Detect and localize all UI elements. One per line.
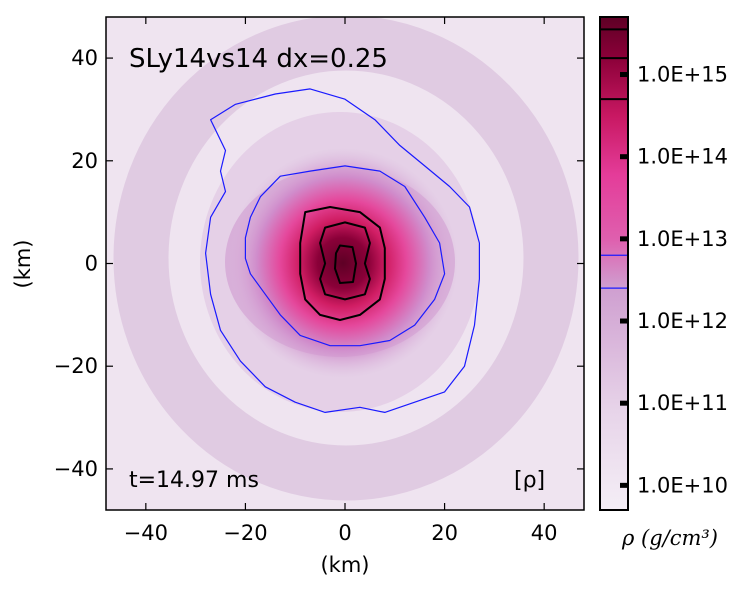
y-axis: −40 −20 0 20 40 [54,46,584,481]
colorbar-frame [599,16,629,511]
heatmap-panel [106,17,584,510]
y-tick-label: 20 [71,149,98,173]
x-tick-label: 0 [338,521,351,545]
x-axis-title: (km) [320,553,369,577]
spiral-arm-outer [113,17,579,501]
colorbar-tick-label: 1.0E+10 [637,473,728,497]
contour-middle-black [319,221,371,301]
contour-inner-black [334,244,357,284]
x-tick-label: −40 [124,521,168,545]
colorbar-tick-label: 1.0E+13 [637,227,728,251]
colorbar-tick-mark [620,482,628,488]
colorbar-title: ρ (g/cm³) [621,526,718,550]
colorbar-tick-mark [620,72,628,78]
colorbar-contour-lines [600,28,628,289]
y-tick-label: −20 [54,354,98,378]
contour-outer-blue [205,88,480,413]
colorbar: 1.0E+10 1.0E+11 1.0E+12 1.0E+13 1.0E+14 1.0E+… [599,16,728,550]
contour-layer [205,88,480,413]
colorbar-tick-mark [620,154,628,160]
time-label: t=14.97 ms [129,468,259,493]
colorbar-tick-label: 1.0E+12 [637,309,728,333]
y-axis-title: (km) [11,239,35,288]
colorbar-ticks: 1.0E+10 1.0E+11 1.0E+12 1.0E+13 1.0E+14 1.0E+… [620,63,728,497]
colorbar-tick-mark [620,318,628,324]
y-tick-label: 40 [71,46,98,70]
contour-inner-blue [244,165,446,347]
contour-outer-black [299,206,386,321]
colorbar-tick-label: 1.0E+15 [637,63,728,87]
density-core [228,148,458,378]
x-tick-label: 20 [431,521,458,545]
colorbar-tick-label: 1.0E+11 [637,391,728,415]
x-axis: −40 −20 0 20 40 [124,17,558,545]
x-tick-label: 40 [531,521,558,545]
colorbar-tick-mark [620,236,628,242]
y-tick-label: −40 [54,457,98,481]
field-label: [ρ] [514,468,545,493]
colorbar-tick-label: 1.0E+14 [637,145,728,169]
colorbar-gradient [600,17,628,510]
chart-title: SLy14vs14 dx=0.25 [129,44,388,74]
x-tick-label: −20 [223,521,267,545]
y-tick-label: 0 [85,252,98,276]
colorbar-tick-mark [620,400,628,406]
